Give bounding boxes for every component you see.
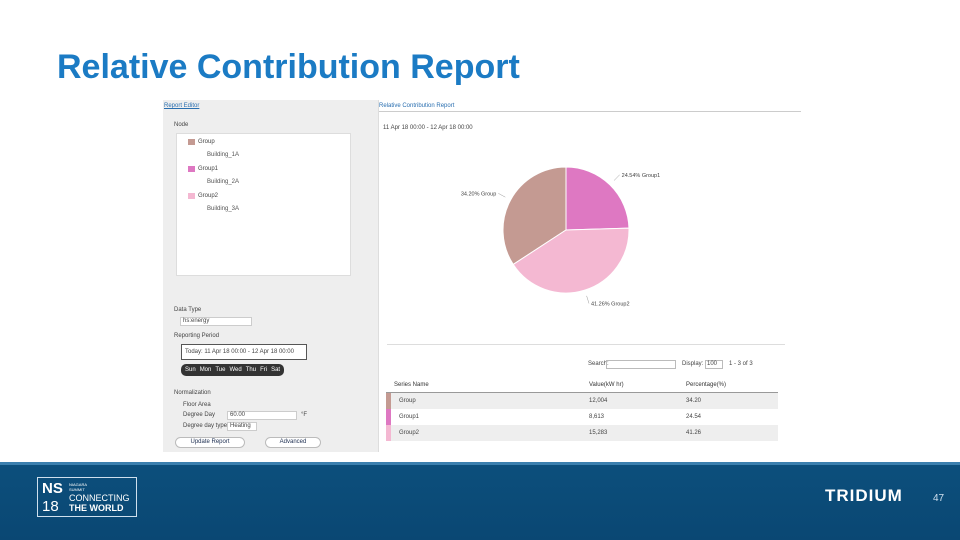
input[interactable]: hs:energy <box>180 317 252 326</box>
days: Sun Mon Tue Wed Thu Fri Sat <box>181 364 285 376</box>
cell: Group <box>399 398 416 404</box>
pie-slice <box>512 227 630 294</box>
input[interactable]: 60.00 <box>227 411 297 420</box>
text: THE WORLD <box>69 503 124 513</box>
label: Data Type <box>174 307 202 313</box>
footer: NS 18 NIAGARA SUMMIT CONNECTING THE WORL… <box>0 462 960 540</box>
select[interactable]: 100 <box>705 360 723 369</box>
column-header[interactable]: Percentage(%) <box>686 382 727 388</box>
checkbox[interactable]: Degree Day <box>183 412 216 418</box>
table: Series Name Value(kW hr) Percentage(%) Grou… <box>386 378 778 441</box>
leader <box>498 193 506 198</box>
tab-bar <box>379 100 801 112</box>
leader <box>586 295 590 304</box>
text: NIAGARA <box>69 482 88 487</box>
tree-item[interactable]: Building_2A <box>207 179 240 185</box>
slide-title: Relative Contribution Report <box>57 48 520 86</box>
button[interactable]: Advanced <box>265 437 321 448</box>
label: Normalization <box>174 390 211 396</box>
event-logo: NS 18 NIAGARA SUMMIT CONNECTING THE WORL… <box>37 477 137 517</box>
search-input[interactable] <box>606 360 676 369</box>
period[interactable]: Today: 11 Apr 18 00:00 - 12 Apr 18 00:00 <box>181 344 307 360</box>
checkbox[interactable]: Floor Area <box>183 402 211 408</box>
day[interactable]: Wed <box>229 367 242 373</box>
tree: Group Building_1A Group1 Building_2A Group2 B… <box>176 133 351 276</box>
tab[interactable]: Report Editor <box>164 103 200 109</box>
tab[interactable]: Relative Contribution Report <box>379 103 455 109</box>
day[interactable]: Thu <box>245 367 257 373</box>
column-header[interactable]: Series Name <box>394 382 429 388</box>
slice-label: 24.54% Group1 <box>622 173 661 179</box>
report: Relative Contribution Report 11 Apr 18 0… <box>378 100 801 452</box>
swatch <box>188 193 195 199</box>
text: SUMMIT <box>69 487 85 492</box>
table-row: Group 12,004 34.20 <box>386 393 778 409</box>
year: 18 <box>42 498 59 515</box>
swatch <box>188 139 195 145</box>
report-editor: Report Editor Node Group Building_1A Group… <box>163 100 378 452</box>
pager: 1 - 3 of 3 <box>729 361 753 367</box>
column-header[interactable]: Value(kW hr) <box>589 382 624 388</box>
label: Reporting Period <box>174 333 220 339</box>
swatch <box>188 166 195 172</box>
day[interactable]: Tue <box>215 367 226 373</box>
range: 11 Apr 18 00:00 - 12 Apr 18 00:00 <box>383 125 473 131</box>
cell: Group2 <box>399 430 420 436</box>
tree-group[interactable]: Group1 <box>198 166 219 172</box>
tree-group[interactable]: Group2 <box>198 193 219 199</box>
slice-label: 34.20% Group <box>461 191 496 197</box>
slice-label: 41.26% Group2 <box>591 301 630 307</box>
day[interactable]: Mon <box>199 367 212 373</box>
day[interactable]: Sun <box>185 367 196 373</box>
ns: NS <box>42 480 63 497</box>
page-number: 47 <box>933 493 945 504</box>
label: Node <box>174 122 189 128</box>
cell: Group1 <box>399 414 420 420</box>
day[interactable]: Sat <box>271 367 281 373</box>
label: Degree day type <box>183 423 228 429</box>
divider <box>387 344 785 345</box>
button[interactable]: Update Report <box>175 437 245 448</box>
tree-group[interactable]: Group <box>198 139 215 145</box>
tree-item[interactable]: Building_3A <box>207 206 240 212</box>
select[interactable]: Heating <box>227 422 257 431</box>
day[interactable]: Fri <box>260 367 268 373</box>
tree-item[interactable]: Building_1A <box>207 152 240 158</box>
table-row: Group1 8,613 24.54 <box>386 409 778 425</box>
text: CONNECTING <box>69 493 130 503</box>
pie-chart: 34.20% Group 24.54% Group1 41.26% Group2 <box>461 166 661 307</box>
cell: 15,283 <box>589 430 608 436</box>
cell: 34.20 <box>686 398 702 404</box>
brand: TRIDIUM <box>825 486 903 505</box>
leader <box>613 174 620 181</box>
label: Search: <box>588 361 609 367</box>
pie-slice <box>565 166 630 231</box>
unit[interactable]: °F <box>301 412 308 418</box>
table-row: Group2 15,283 41.26 <box>386 425 778 441</box>
cell: 24.54 <box>686 414 702 420</box>
cell: 41.26 <box>686 430 702 436</box>
label: Display: <box>682 361 704 367</box>
table-header: Series Name Value(kW hr) Percentage(%) <box>386 378 778 393</box>
cell: 8,613 <box>589 414 605 420</box>
cell: 12,004 <box>589 398 608 404</box>
